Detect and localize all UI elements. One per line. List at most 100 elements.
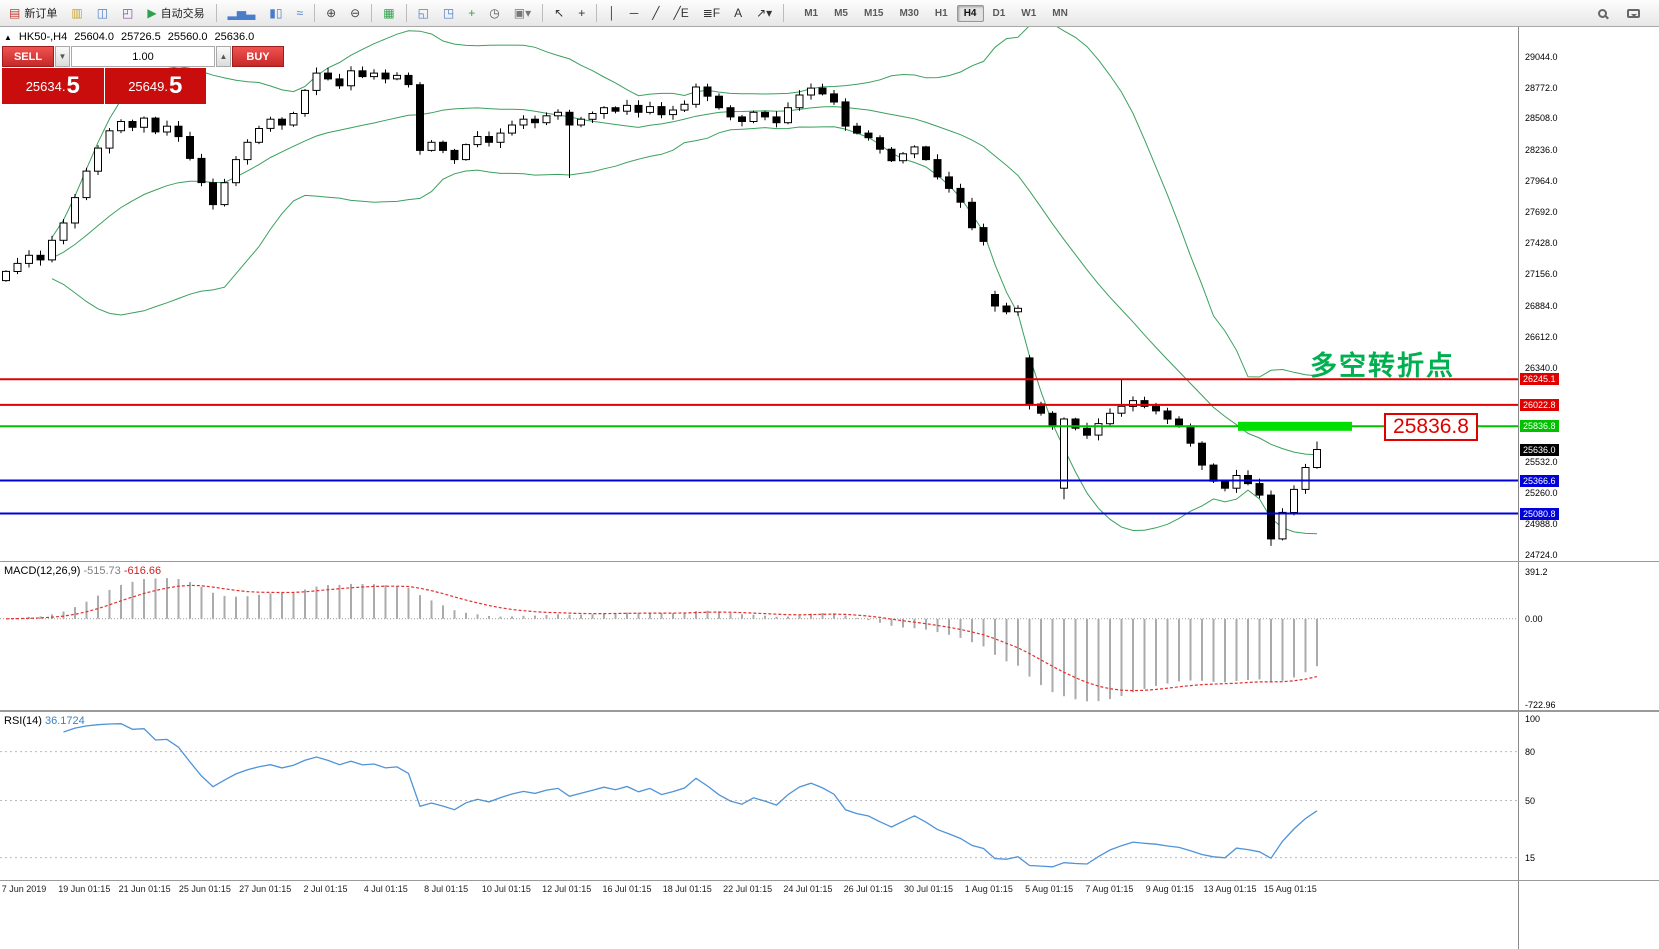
rsi-name: RSI(14)	[4, 715, 42, 727]
bar-chart-type-icon[interactable]: ▂▅▃	[227, 6, 256, 20]
macd-axis-label: 391.2	[1525, 567, 1548, 578]
time-tick-label: 13 Aug 01:15	[1203, 884, 1257, 894]
tile-windows-icon[interactable]: ◱	[417, 6, 429, 20]
toolbar-buttons: ▤ 新订单 ▥ ◫ ◰ ▶ 自动交易 ▂▅▃ ▮▯ ≈ ⊕ ⊖ ▦ ◱ ◳ + ◷ ▣▾ ↖ + │ ─ ╱ ╱E ≣F A ↗▾	[3, 2, 787, 24]
panel-separator[interactable]	[0, 561, 1659, 562]
time-tick-label: 4 Jul 01:15	[363, 884, 408, 894]
price-axis[interactable]: 29044.0 28772.0 28508.0 28236.0 27964.0 27692…	[1518, 27, 1659, 949]
indicators-icon[interactable]: +	[468, 6, 476, 20]
toolbar-separator	[215, 4, 217, 22]
timeframe-d1-button[interactable]: D1	[992, 7, 1006, 19]
new-order-button-label: 新订单	[24, 8, 58, 20]
toolbar-separator	[542, 4, 544, 22]
timeframe-m5-button[interactable]: M5	[834, 7, 848, 19]
grid-icon[interactable]: ▦	[383, 6, 395, 20]
volume-down-button[interactable]: ▼	[55, 46, 70, 67]
toolbar-right	[1592, 2, 1656, 24]
rsi-label: RSI(14) 36.1724	[4, 715, 85, 727]
time-tick-label: 25 Jun 01:15	[178, 884, 231, 894]
cursor-icon[interactable]: ↖	[554, 6, 565, 20]
timeframe-m1-button[interactable]: M1	[804, 7, 819, 19]
macd-label: MACD(12,26,9) -515.73 -616.66	[4, 565, 161, 577]
price-level-badge: 25080.8	[1520, 507, 1559, 520]
auto-trading-button-label: 自动交易	[160, 8, 205, 20]
time-tick-label: 19 Jun 01:15	[58, 884, 111, 894]
main-toolbar: ▤ 新订单 ▥ ◫ ◰ ▶ 自动交易 ▂▅▃ ▮▯ ≈ ⊕ ⊖ ▦ ◱ ◳ + ◷ ▣▾ ↖ + │ ─ ╱ ╱E ≣F A ↗▾ …	[0, 0, 1659, 27]
trendline-icon[interactable]: ╱	[652, 6, 660, 20]
timeframe-h1-button[interactable]: H1	[934, 7, 948, 19]
chart-ohlc-header: ▲ HK50-,H4 25604.0 25726.5 25560.0 25636…	[4, 31, 254, 43]
price-tick-label: 26884.0	[1525, 300, 1558, 311]
volume-input[interactable]	[71, 46, 215, 67]
cascade-windows-icon[interactable]: ◳	[442, 6, 455, 20]
price-chart-canvas[interactable]	[0, 27, 1518, 562]
timeframe-mn-button[interactable]: MN	[1052, 7, 1068, 19]
rsi-axis-label: 15	[1525, 852, 1536, 863]
auto-trading-button[interactable]: ▶ 自动交易	[141, 2, 210, 24]
price-tick-label: 27964.0	[1525, 176, 1558, 186]
volume-up-button[interactable]: ▲	[216, 46, 231, 67]
buy-price[interactable]: 25649. 5	[104, 68, 206, 104]
timeframe-h4-button[interactable]: H4	[956, 4, 984, 22]
timeframe-toolbar: M1 M5 M15 M30 H1 H4 D1 W1 MN	[797, 4, 1075, 22]
price-tick-label: 28236.0	[1525, 144, 1558, 155]
channel-icon[interactable]: ╱E	[673, 6, 689, 20]
terminal-icon[interactable]: ◰	[122, 6, 134, 20]
periods-icon[interactable]: ◷	[489, 6, 500, 20]
zoom-in-icon[interactable]: ⊕	[326, 6, 337, 20]
expand-icon[interactable]: ▲	[4, 32, 12, 42]
search-icon[interactable]	[1592, 2, 1613, 24]
new-order-button[interactable]: ▤ 新订单	[3, 2, 63, 24]
new-order-icon: ▤	[9, 6, 21, 20]
rsi-indicator-canvas[interactable]	[0, 712, 1518, 880]
vertical-line-icon[interactable]: │	[608, 6, 616, 20]
chart-list-icon[interactable]: ▥	[71, 6, 83, 20]
macd-axis-label: 0.00	[1525, 613, 1543, 624]
macd-signal-value: -616.66	[123, 565, 162, 577]
low-value: 25560.0	[167, 31, 208, 43]
time-axis[interactable]: 7 Jun 2019 19 Jun 01:15 21 Jun 01:15 25 Jun…	[0, 881, 1518, 949]
text-icon[interactable]: A	[734, 6, 743, 20]
price-tick-label: 25260.0	[1525, 487, 1558, 498]
toolbar-separator	[314, 4, 316, 22]
crosshair-icon[interactable]: +	[578, 6, 586, 20]
timeframe-m15-button[interactable]: M15	[864, 7, 884, 19]
price-tick-label: 25532.0	[1525, 456, 1558, 467]
price-level-badge: 25366.6	[1520, 474, 1559, 487]
rsi-value: 36.1724	[44, 715, 85, 727]
price-tick-label: 29044.0	[1525, 51, 1558, 62]
time-tick-label: 22 Jul 01:15	[723, 884, 773, 894]
navigator-icon[interactable]: ◫	[96, 6, 109, 20]
time-tick-label: 21 Jun 01:15	[118, 884, 171, 894]
price-level-badge: 25636.0	[1520, 443, 1559, 456]
zoom-out-icon[interactable]: ⊖	[350, 6, 361, 20]
price-tick-label: 26340.0	[1525, 363, 1558, 374]
price-tick-label: 27156.0	[1525, 269, 1558, 280]
high-value: 25726.5	[120, 31, 161, 43]
time-tick-label: 18 Jul 01:15	[662, 884, 712, 894]
magnifier-icon	[1598, 8, 1607, 18]
panel-separator[interactable]	[0, 710, 1659, 712]
timeframe-m30-button[interactable]: M30	[899, 7, 919, 19]
line-chart-type-icon[interactable]: ≈	[296, 6, 304, 20]
timeframe-w1-button[interactable]: W1	[1021, 7, 1037, 19]
time-tick-label: 16 Jul 01:15	[602, 884, 652, 894]
arrows-icon[interactable]: ↗▾	[756, 6, 773, 20]
auto-trading-icon: ▶	[147, 6, 157, 20]
sell-price-main: 25634.	[25, 78, 66, 94]
rsi-axis-label: 100	[1525, 714, 1541, 724]
sell-price[interactable]: 25634. 5	[2, 68, 104, 104]
horizontal-line-icon[interactable]: ─	[629, 6, 639, 20]
buy-button[interactable]: BUY	[232, 46, 284, 67]
time-tick-label: 5 Aug 01:15	[1025, 884, 1074, 894]
rsi-axis-label: 80	[1525, 746, 1536, 757]
time-tick-label: 1 Aug 01:15	[964, 884, 1013, 894]
templates-icon[interactable]: ▣▾	[513, 6, 532, 20]
sell-button[interactable]: SELL	[2, 46, 54, 67]
candle-chart-type-icon[interactable]: ▮▯	[269, 6, 283, 20]
chat-icon[interactable]	[1621, 2, 1646, 24]
fibonacci-icon[interactable]: ≣F	[702, 6, 721, 20]
macd-indicator-canvas[interactable]	[0, 562, 1518, 710]
time-tick-label: 2 Jul 01:15	[303, 884, 348, 894]
